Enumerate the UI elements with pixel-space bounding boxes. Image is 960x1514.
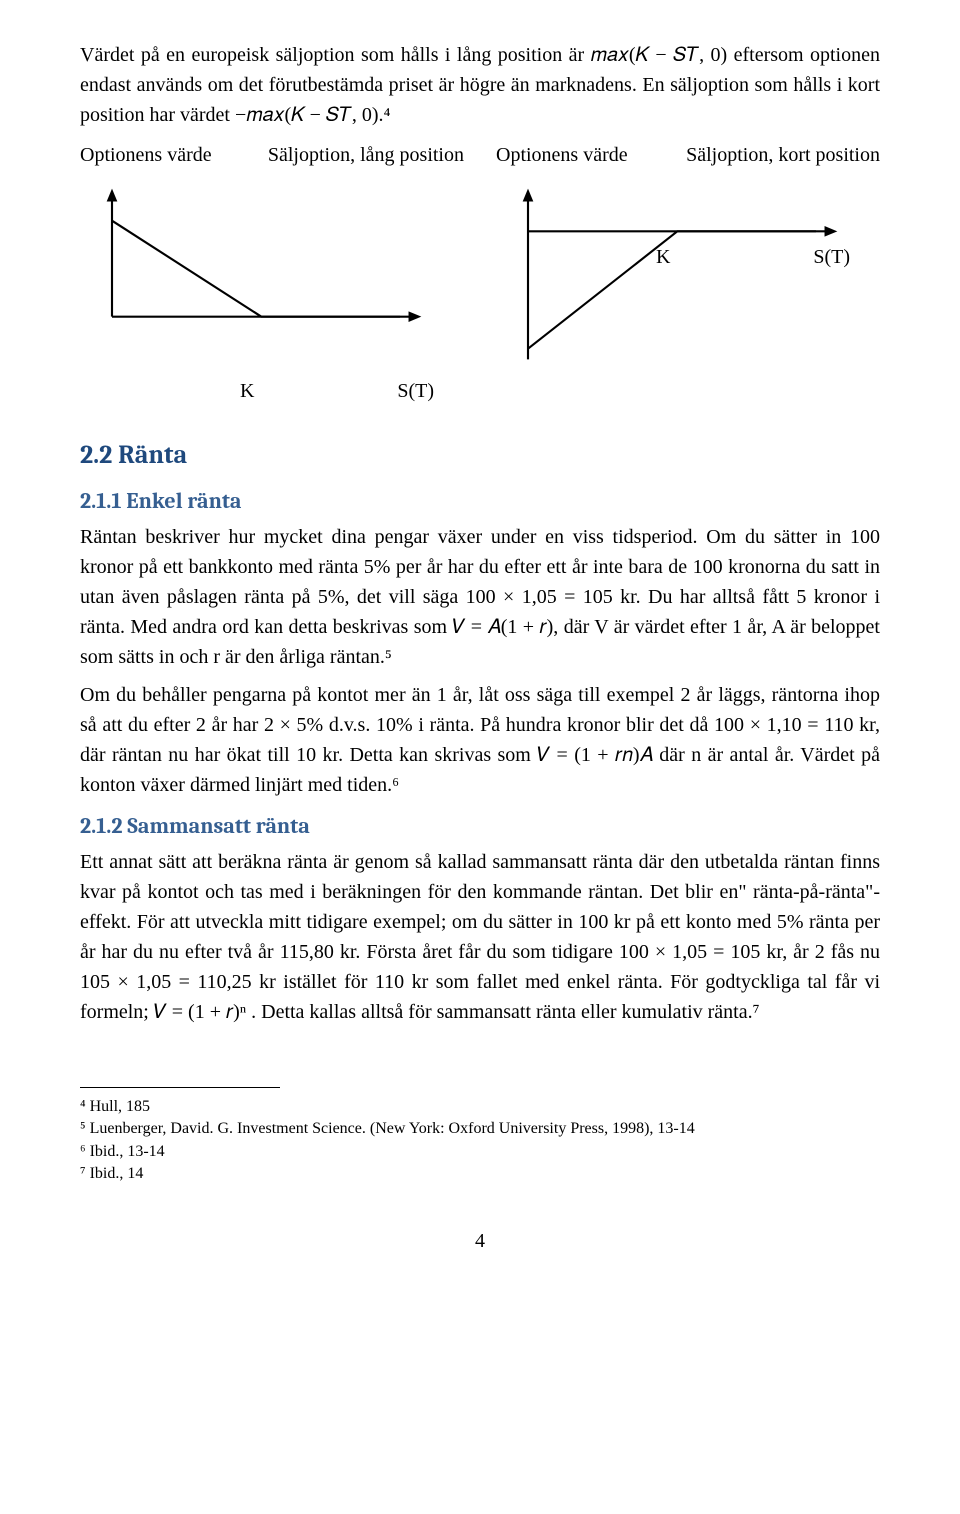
page: Värdet på en europeisk säljoption som hå…: [0, 0, 960, 1316]
title-left: Säljoption, lång position: [268, 140, 464, 170]
footnote-4: ⁴ Hull, 185: [80, 1096, 880, 1118]
y-axis-arrow: [107, 189, 118, 202]
chart-svg-left: [80, 178, 464, 370]
k-label-left: K: [240, 376, 254, 406]
footnote-5: ⁵ Luenberger, David. G. Investment Scien…: [80, 1118, 880, 1140]
y-axis-arrow: [523, 189, 534, 202]
heading-2-1-2: 2.1.2 Sammansatt ränta: [80, 810, 880, 843]
k-label-right: K: [656, 242, 670, 272]
paragraph-211a: Räntan beskriver hur mycket dina pengar …: [80, 522, 880, 672]
footnote-6: ⁶ Ibid., 13-14: [80, 1141, 880, 1163]
ylabel-left: Optionens värde: [80, 140, 212, 170]
footnotes: ⁴ Hull, 185 ⁵ Luenberger, David. G. Inve…: [80, 1096, 880, 1186]
page-number: 4: [80, 1226, 880, 1256]
chart-put-short: Optionens värde Säljoption, kort positio…: [496, 140, 880, 406]
chart-header-right: Optionens värde Säljoption, kort positio…: [496, 140, 880, 170]
x-axis-arrow: [409, 311, 422, 322]
paragraph-212: Ett annat sätt att beräkna ränta är geno…: [80, 847, 880, 1027]
title-right: Säljoption, kort position: [686, 140, 880, 170]
footnote-7: ⁷ Ibid., 14: [80, 1163, 880, 1185]
charts-row: Optionens värde Säljoption, lång positio…: [80, 140, 880, 406]
chart-put-long: Optionens värde Säljoption, lång positio…: [80, 140, 464, 406]
paragraph-211b: Om du behåller pengarna på kontot mer än…: [80, 680, 880, 800]
heading-2-2: 2.2 Ränta: [80, 436, 880, 475]
st-label-right: S(T): [813, 242, 850, 272]
ylabel-right: Optionens värde: [496, 140, 628, 170]
payoff-line-long: [112, 221, 400, 317]
paragraph-intro: Värdet på en europeisk säljoption som hå…: [80, 40, 880, 130]
chart-header-left: Optionens värde Säljoption, lång positio…: [80, 140, 464, 170]
st-label-left: S(T): [397, 376, 434, 406]
heading-2-1-1: 2.1.1 Enkel ränta: [80, 485, 880, 518]
axis-labels-right: K S(T): [496, 236, 880, 382]
footnote-divider: [80, 1087, 280, 1088]
axis-labels-left: K S(T): [80, 370, 464, 406]
